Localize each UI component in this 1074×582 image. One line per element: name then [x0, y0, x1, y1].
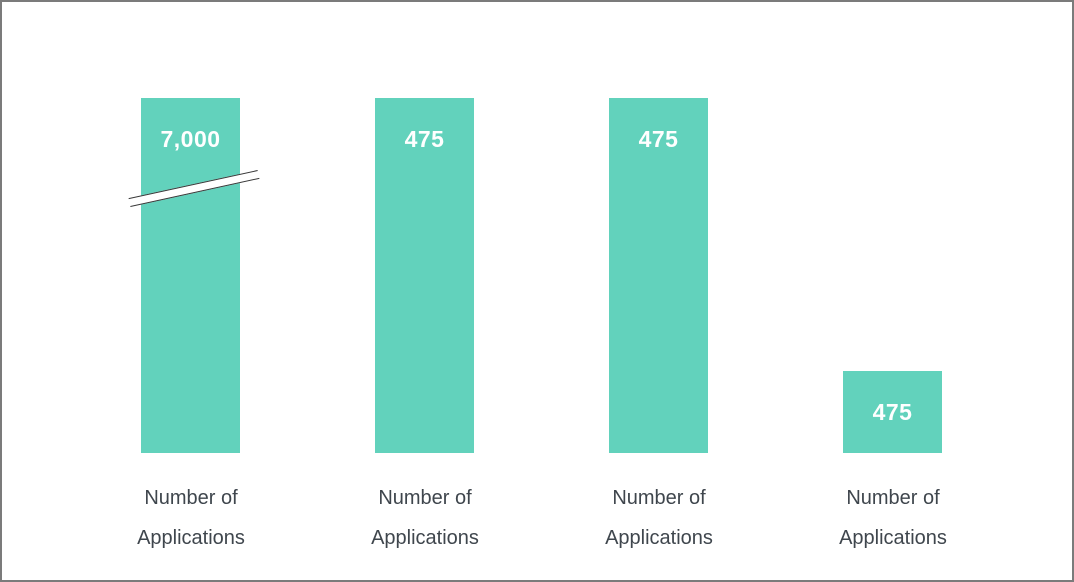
bar-number-of-applications-2: 475 — [375, 98, 474, 453]
bar-number-of-applications-3: 475 — [609, 98, 708, 453]
bar-value-label: 7,000 — [160, 126, 221, 152]
bar-value-label: 475 — [872, 399, 913, 425]
category-label: Number of Applications — [839, 487, 947, 549]
bar-value-label: 475 — [404, 126, 445, 152]
bar-value-label: 475 — [638, 126, 679, 152]
category-label: Number of Applications — [371, 487, 479, 549]
category-label: Number of Applications — [137, 487, 245, 549]
category-label: Number of Applications — [605, 487, 713, 549]
bar-number-of-applications-4: 475 — [843, 371, 942, 453]
bar-number-of-applications-1: 7,000 — [141, 98, 240, 453]
